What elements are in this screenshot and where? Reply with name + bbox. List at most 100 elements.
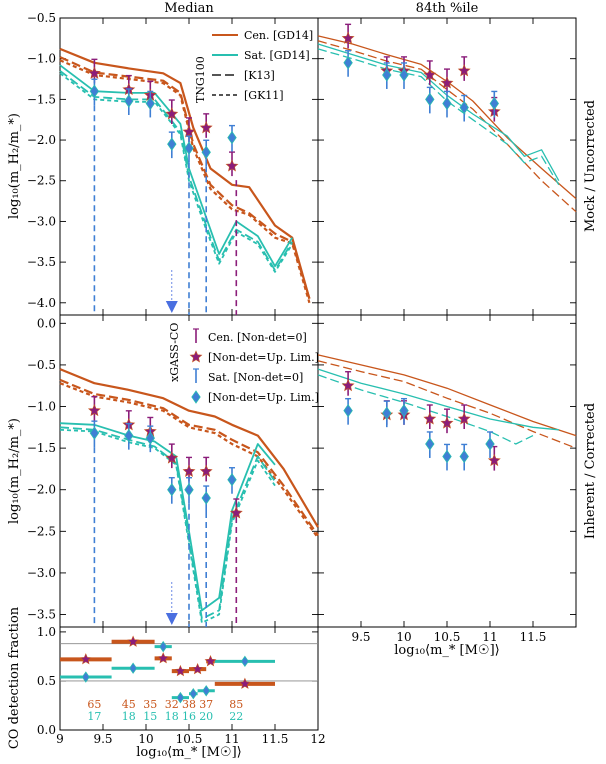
bottom-cen-count: 35: [143, 698, 157, 711]
legend-mid-label: [Non-det=Up. Lim.]: [208, 391, 319, 404]
bottom-cen-count: 45: [122, 698, 136, 711]
top-left-sat-diamond: [227, 130, 237, 145]
mid-left-cen-star: [229, 506, 243, 519]
mid-left-ytick-label: 0.0: [37, 316, 56, 330]
top-left-cen-gd14-line: [59, 47, 311, 299]
mid-right-cen-k13-line: [317, 360, 577, 449]
mid-left-sat-diamond: [89, 426, 100, 440]
top-left-cen-star: [87, 66, 101, 79]
bottom-xtick-label: 10.5: [176, 732, 203, 746]
bottom-ytick-label: 1.0: [37, 625, 56, 639]
mid-left-cen-gk11-line: [59, 382, 319, 539]
top-left-sat-diamond: [145, 96, 155, 111]
bottom-sat-diamond: [129, 662, 138, 674]
mid-left-sat-diamond: [124, 428, 134, 443]
mid-right-sat-diamond: [459, 449, 469, 464]
mid-right-sat-diamond: [399, 403, 409, 418]
top-left-cen-star: [182, 125, 196, 138]
bottom-cen-star: [238, 677, 251, 689]
y-label-top: log₁₀(m_H₂/m_*): [7, 113, 22, 219]
bottom-xtick-label: 9.5: [93, 732, 112, 746]
legend-top-label: [K13]: [244, 69, 275, 82]
legend-layer: TNG100 Cen. [GD14] Sat. [GD14] [K13] [GK11] x…: [168, 29, 319, 404]
top-right-cen-star: [440, 76, 454, 89]
top-left-sat-diamond: [201, 145, 211, 159]
panel-mid-right-frame: [317, 314, 577, 628]
bottom-sat-count: 22: [229, 710, 243, 723]
top-left-sat-diamond: [167, 137, 177, 151]
mid-right-xtick-label: 11.5: [520, 630, 547, 644]
top-left-ytick-label: −0.5: [27, 11, 56, 25]
top-left-ytick-label: −1.0: [27, 52, 56, 66]
top-right-sat-diamond: [459, 100, 469, 115]
bottom-cen-star: [191, 662, 204, 675]
mid-left-ytick-label: −1.5: [27, 441, 56, 455]
top-right-sat-diamond: [343, 56, 353, 70]
row-label-top: Mock / Uncorrected: [583, 100, 598, 232]
bottom-cen-count: 37: [199, 698, 213, 711]
top-right-cen-star: [341, 31, 355, 44]
bottom-sat-count: 15: [143, 710, 157, 723]
bottom-sat-count: 17: [87, 710, 101, 723]
top-right-sat-diamond: [442, 96, 452, 111]
mid-left-sat-gk11-line: [59, 428, 276, 624]
top-right-sat-gd14-line: [317, 43, 560, 182]
legend-mid-diamond: [191, 390, 201, 404]
mid-left-arrow-head: [165, 613, 178, 625]
top-right-sat-diamond: [399, 68, 409, 82]
mid-right-cen-star: [487, 453, 501, 467]
mid-right-xtick-label: 9.5: [351, 630, 370, 644]
top-left-sat-k13-line: [59, 70, 293, 272]
mid-left-ytick-label: −3.0: [27, 566, 56, 580]
bottom-sat-count: 16: [182, 710, 196, 723]
top-right-sat-diamond: [425, 92, 435, 107]
mid-left-cen-star: [165, 451, 179, 464]
mid-left-cen-star: [182, 464, 196, 477]
legend-obs-name: xGASS-CO: [168, 323, 181, 382]
bottom-sat-diamond: [159, 640, 168, 653]
top-right-sat-diamond: [382, 68, 392, 82]
panel-title-median: Median: [164, 1, 214, 16]
mid-left-sat-diamond: [201, 491, 211, 505]
top-left-ytick-label: −1.5: [27, 92, 56, 106]
tick-layer: −4.0 −3.5 −3.0 −2.5 −2.0 −1.5 −1.0 −0.5 −3.5 −3.0…: [27, 11, 576, 746]
bottom-xtick-label: 11: [224, 732, 239, 746]
bottom-cen-count: 38: [182, 698, 196, 711]
bottom-cen-count: 32: [165, 698, 179, 711]
top-left-ytick-label: −2.0: [27, 133, 56, 147]
bottom-xtick-label: 10: [138, 732, 153, 746]
top-left-sat-diamond: [124, 94, 134, 108]
legend-mid-star: [189, 350, 203, 363]
bottom-xtick-label: 11.5: [262, 732, 289, 746]
bottom-cen-star: [174, 664, 187, 677]
mid-left-sat-diamond: [184, 483, 194, 497]
y-label-bottom: CO detection fraction: [7, 606, 22, 749]
x-label-right: log₁₀⟨m_* [M☉]⟩: [394, 643, 499, 658]
bottom-sat-count: 18: [122, 710, 136, 723]
top-right-cen-star: [423, 68, 437, 81]
bottom-sat-diamond: [81, 671, 90, 683]
legend-top-label: [GK11]: [244, 89, 284, 102]
bottom-ytick-label: 0.5: [37, 674, 56, 688]
bottom-sat-diamond: [176, 691, 185, 704]
top-left-ytick-label: −4.0: [27, 296, 56, 310]
mid-left-cen-star: [87, 403, 101, 417]
mid-right-cen-star: [341, 378, 355, 392]
mid-right-cen-star: [423, 412, 437, 425]
mid-left-ytick-label: −2.5: [27, 524, 56, 538]
panel-title-84th: 84th %ile: [416, 1, 479, 16]
bottom-sat-diamond: [240, 655, 249, 668]
bottom-sat-diamond: [202, 685, 211, 697]
top-left-cen-gk11-line: [59, 59, 311, 304]
mid-left-cen-star: [199, 464, 213, 477]
top-left-cen-star: [225, 159, 239, 172]
bottom-cen-count: 85: [229, 698, 243, 711]
mid-left-sat-gd14-line: [59, 422, 276, 612]
mid-left-ytick-label: −0.5: [27, 358, 56, 372]
bottom-cen-star: [79, 653, 92, 665]
top-left-cen-star: [165, 107, 179, 120]
mid-right-sat-gd14-line: [317, 368, 559, 431]
legend-top-label: Cen. [GD14]: [244, 29, 313, 42]
